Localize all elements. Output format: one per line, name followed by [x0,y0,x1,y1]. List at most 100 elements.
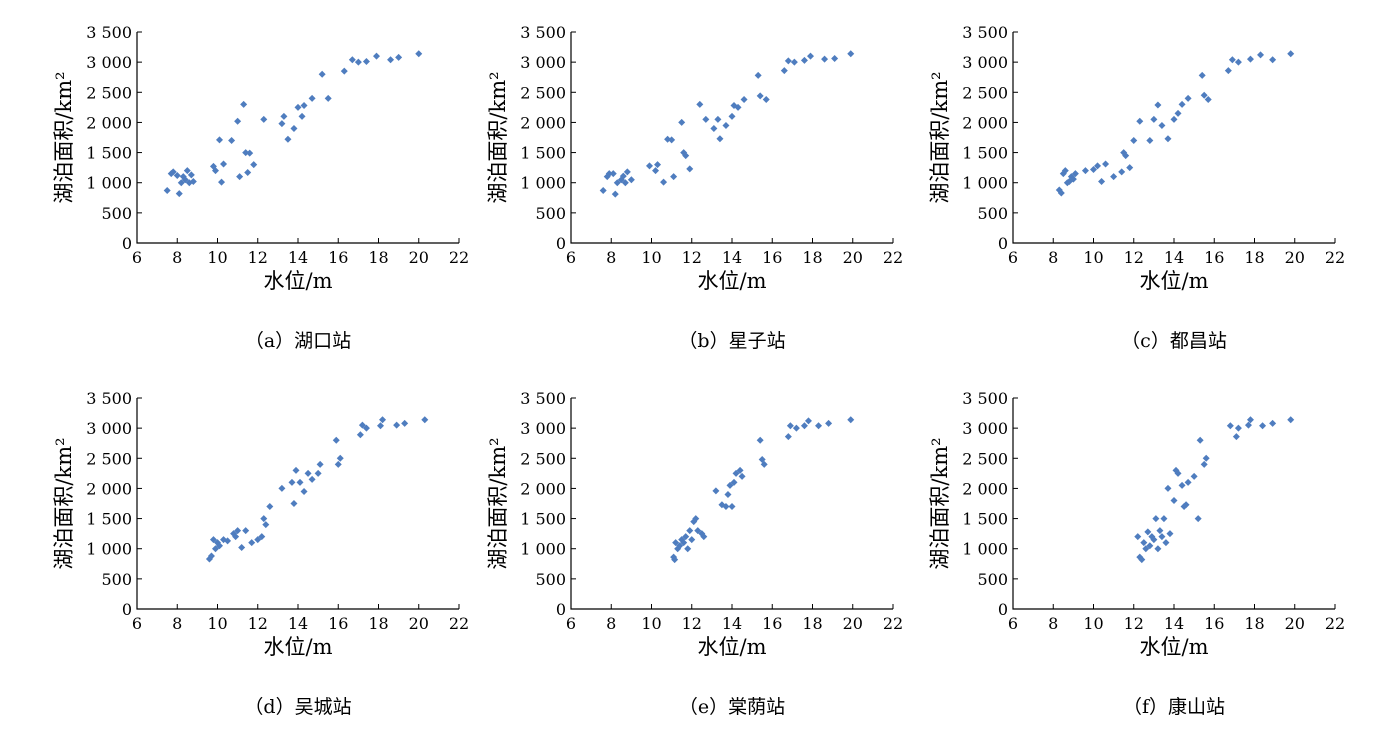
data-point [692,515,700,523]
data-point [1126,164,1134,172]
data-point [730,478,738,486]
y-tick-label: 0 [556,234,566,253]
data-point [1094,162,1102,170]
data-point [240,100,248,108]
y-tick-label: 1 500 [962,510,1008,529]
x-tick-label: 22 [1325,614,1345,633]
x-tick-label: 10 [207,248,227,267]
data-point [1118,168,1126,176]
data-point [786,422,794,430]
data-point [1130,137,1138,145]
data-point [1110,173,1118,181]
x-tick-label: 12 [248,248,268,267]
data-point [246,149,254,157]
x-tick-label: 16 [1204,614,1224,633]
data-point [216,542,224,550]
data-point [1259,422,1267,430]
y-axis-label: 湖泊面积/km² [486,437,510,569]
y-tick-label: 1 000 [86,540,132,559]
x-tick-label: 10 [207,614,227,633]
x-tick-label: 22 [883,248,903,267]
y-tick-label: 500 [101,204,132,223]
y-tick-label: 3 500 [520,389,566,408]
y-tick-label: 500 [535,204,566,223]
data-point [1158,533,1166,541]
data-point [294,103,302,111]
data-point [304,469,312,477]
y-tick-label: 0 [556,600,566,619]
data-point [792,424,800,432]
data-point [686,527,694,535]
data-point [1158,121,1166,129]
data-point [1200,460,1208,468]
data-point [724,490,732,498]
data-point [619,172,627,180]
chart-panel-f: 6 8 10 12 14 16 18 20 22 0 500 1 000 1 500 2 000 2 500… [928,389,1345,718]
data-point [736,466,744,474]
data-point [1166,530,1174,538]
data-point [401,419,409,427]
data-point [1194,515,1202,523]
x-tick-label: 10 [641,614,661,633]
y-tick-label: 1 000 [962,174,1008,193]
data-point [760,460,768,468]
chart-panel-a: 6 8 10 12 14 16 18 20 22 0 500 1 000 1 500 2 000 2 500… [52,23,469,352]
x-tick-label: 16 [762,614,782,633]
data-point [238,544,246,552]
y-tick-label: 1 500 [86,510,132,529]
x-tick-label: 22 [883,614,903,633]
x-tick-label: 10 [641,248,661,267]
data-point [621,179,629,187]
panel-caption: （f）康山站 [1123,696,1225,718]
data-point [362,424,370,432]
data-point [332,436,340,444]
data-point [800,422,808,430]
data-point [784,433,792,441]
data-point [1170,496,1178,504]
data-point [804,417,812,425]
y-tick-label: 3 500 [962,389,1008,408]
data-point [821,55,829,63]
data-point [627,176,635,184]
data-point [1246,55,1254,63]
data-point [181,176,189,184]
y-tick-label: 500 [101,570,132,589]
data-point [660,178,668,186]
x-tick-label: 16 [328,248,348,267]
data-point [1196,436,1204,444]
data-point [1098,178,1106,186]
data-point [1140,539,1148,547]
data-point [362,58,370,66]
x-tick-label: 6 [132,248,142,267]
data-point [696,100,704,108]
data-point [1138,556,1146,564]
data-point [372,52,380,60]
data-point [234,527,242,535]
data-point [356,431,364,439]
data-point [1257,51,1265,59]
x-tick-label: 18 [368,614,388,633]
data-point [318,70,326,78]
y-tick-label: 1 500 [520,510,566,529]
data-point [173,171,181,179]
x-tick-label: 12 [682,614,702,633]
data-point [1178,481,1186,489]
data-point [1202,454,1210,462]
y-tick-label: 2 500 [86,449,132,468]
data-point [1174,109,1182,117]
y-tick-label: 1 000 [86,174,132,193]
data-point [266,503,274,511]
x-tick-label: 6 [132,614,142,633]
data-point [684,545,692,553]
x-axis-label: 水位/m [1140,269,1209,293]
data-point [395,53,403,61]
data-point [688,536,696,544]
data-point [278,484,286,492]
data-point [254,536,262,544]
data-point [599,187,607,195]
x-tick-label: 20 [1285,248,1305,267]
x-tick-label: 12 [248,614,268,633]
x-tick-label: 8 [172,248,182,267]
data-point [278,120,286,128]
